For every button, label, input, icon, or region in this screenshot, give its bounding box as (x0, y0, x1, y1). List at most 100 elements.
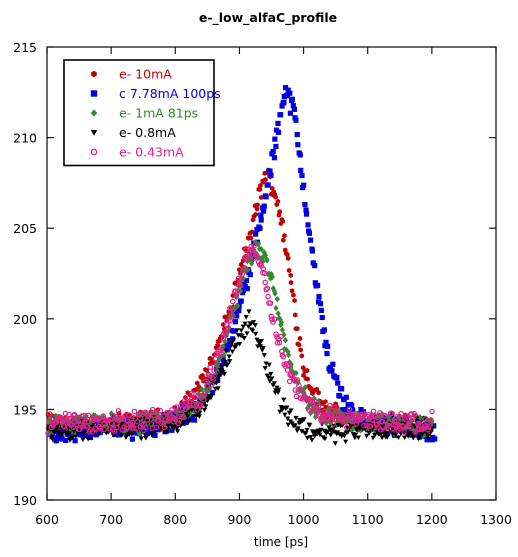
data-point (253, 231, 259, 237)
data-point (407, 424, 413, 430)
data-point (82, 432, 88, 439)
data-point (297, 152, 303, 158)
data-point (130, 425, 137, 431)
data-point (334, 409, 341, 415)
data-point (359, 411, 366, 418)
data-point (223, 332, 229, 339)
data-point (278, 333, 284, 340)
data-point (244, 286, 250, 292)
data-point (302, 201, 308, 208)
data-point (308, 237, 314, 243)
data-point (410, 414, 417, 420)
data-point (384, 434, 390, 440)
data-point (169, 427, 175, 433)
legend-label: c 7.78mA 100ps (119, 86, 221, 101)
data-point (175, 429, 181, 434)
data-point (51, 430, 58, 436)
data-layer (45, 85, 438, 446)
data-point (317, 432, 323, 438)
data-point (171, 415, 178, 422)
data-point (64, 418, 70, 425)
data-point (127, 427, 133, 434)
data-point (391, 418, 398, 425)
data-point (200, 372, 205, 379)
y-tick-label: 215 (13, 40, 37, 55)
data-point (366, 431, 372, 436)
data-point (388, 410, 394, 417)
data-point (192, 397, 199, 404)
data-point (367, 416, 373, 423)
data-point (292, 387, 299, 393)
data-point (411, 410, 418, 417)
data-point (179, 405, 186, 412)
data-point (143, 436, 149, 441)
data-point (313, 408, 320, 416)
data-point (341, 433, 347, 439)
data-point (100, 413, 106, 419)
data-point (295, 388, 302, 395)
data-point (309, 248, 316, 254)
y-tick-label: 190 (13, 493, 37, 508)
data-point (236, 341, 243, 347)
data-point (283, 346, 289, 353)
data-point (238, 298, 244, 304)
data-point (184, 414, 191, 420)
data-point (247, 272, 253, 278)
data-point (183, 419, 189, 425)
data-point (282, 85, 289, 91)
data-point (90, 90, 98, 97)
data-point (395, 435, 402, 441)
data-point (295, 426, 301, 431)
data-point (243, 314, 249, 320)
data-point (260, 345, 266, 351)
x-tick-label: 1300 (480, 512, 512, 527)
data-point (171, 427, 177, 432)
data-point (90, 428, 96, 434)
data-point (93, 432, 99, 438)
data-point (344, 424, 350, 431)
data-point (119, 433, 125, 438)
data-point (219, 344, 225, 350)
data-point (257, 186, 263, 193)
data-point (287, 90, 293, 96)
data-point (275, 129, 282, 135)
data-point (208, 382, 215, 388)
data-point (411, 432, 417, 438)
x-tick-label: 1100 (352, 512, 384, 527)
data-point (355, 435, 361, 441)
data-point (331, 429, 337, 435)
data-point (111, 428, 118, 434)
data-point (71, 411, 78, 418)
data-point (322, 436, 328, 442)
data-point (130, 430, 136, 436)
data-point (142, 424, 149, 431)
data-point (317, 412, 323, 418)
data-point (353, 421, 360, 427)
data-point (265, 182, 271, 188)
data-point (305, 407, 312, 413)
data-point (296, 342, 302, 348)
data-point (229, 311, 235, 318)
data-point (201, 401, 207, 406)
data-point (309, 398, 316, 405)
data-point (72, 438, 78, 444)
data-point (164, 410, 170, 416)
legend: e- 10mA c 7.78mA 100ps e- 1mA 81ps e- 0.8mA… (63, 59, 221, 167)
data-point (261, 249, 267, 256)
data-point (271, 381, 277, 386)
data-point (203, 404, 209, 410)
data-point (300, 386, 306, 394)
data-point (405, 421, 412, 427)
data-point (282, 412, 288, 418)
data-point (248, 321, 254, 327)
data-point (297, 335, 303, 341)
data-point (246, 309, 252, 315)
data-point (153, 424, 160, 431)
data-point (238, 276, 245, 283)
data-point (258, 182, 263, 189)
data-point (275, 310, 281, 317)
data-point (353, 410, 359, 417)
data-point (275, 198, 281, 205)
data-point (417, 413, 423, 421)
data-point (432, 436, 438, 442)
